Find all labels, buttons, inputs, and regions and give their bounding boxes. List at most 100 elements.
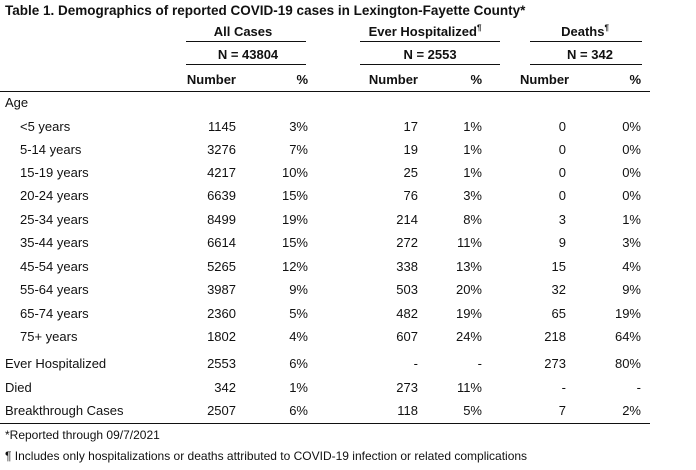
cell-hosp-number: 76 [403,188,418,203]
cell-deaths-pct: - [636,380,641,395]
cell-hosp-number: 272 [396,235,418,250]
cell-hosp-number: 482 [396,306,418,321]
cell-deaths-pct: 0% [622,142,641,157]
n-underline-ever-hospitalized [360,64,500,65]
cell-all-number: 6614 [207,235,236,250]
cell-deaths-number: 218 [544,329,566,344]
cell-hosp-number: 118 [397,403,418,418]
table-row: 35-44 years 6614 15% 272 11% 9 3% [0,231,696,254]
table-row: 25-34 years 8499 19% 214 8% 3 1% [0,208,696,231]
cell-hosp-number: 17 [403,119,418,134]
cell-all-number: 2553 [207,356,236,371]
cell-deaths-pct: 1% [622,212,641,227]
cell-deaths-number: 32 [551,282,566,297]
group-header-all-cases: All Cases [213,24,273,39]
cell-deaths-number: 65 [551,306,566,321]
cell-deaths-pct: 2% [622,403,641,418]
cell-deaths-pct: 0% [622,119,641,134]
n-underline-deaths [530,64,642,65]
cell-all-pct: 9% [289,282,308,297]
cell-deaths-number: 273 [544,356,566,371]
cell-deaths-pct: 64% [614,329,641,344]
cell-hosp-pct: 5% [463,403,482,418]
col-pct-hosp: % [470,72,482,87]
cell-all-pct: 6% [289,403,308,418]
row-label: 55-64 years [20,282,89,297]
group-underline-ever-hospitalized [360,41,500,42]
cell-deaths-number: 0 [558,142,566,157]
cell-all-number: 3276 [207,142,236,157]
cell-hosp-pct: 1% [463,119,482,134]
bottom-rule [0,423,650,424]
footnote-reported: *Reported through 09/7/2021 [5,428,160,442]
cell-deaths-number: 9 [558,235,566,250]
cell-hosp-number: 503 [396,282,418,297]
cell-all-pct: 1% [289,380,308,395]
cell-hosp-pct: 1% [463,142,482,157]
cell-hosp-pct: 20% [455,282,482,297]
cell-deaths-pct: 4% [622,259,641,274]
cell-hosp-number: 273 [396,380,418,395]
age-section-label: Age [5,95,29,110]
row-label: 25-34 years [20,212,89,227]
cell-hosp-pct: 13% [455,259,482,274]
cell-hosp-number: 214 [396,212,418,227]
col-pct-all: % [296,72,308,87]
cell-deaths-number: 3 [558,212,566,227]
cell-deaths-number: - [561,380,566,395]
cell-deaths-pct: 3% [622,235,641,250]
cell-hosp-number: 338 [396,259,418,274]
col-number-hosp: Number [368,72,418,87]
cell-hosp-pct: - [477,356,482,371]
cell-all-number: 8499 [207,212,236,227]
n-all-cases: N = 43804 [217,47,279,62]
row-label: <5 years [20,119,71,134]
table-title: Table 1. Demographics of reported COVID-… [5,3,526,18]
row-label: Breakthrough Cases [5,403,124,418]
header-rule [0,91,650,92]
cell-deaths-number: 0 [558,165,566,180]
table-row: <5 years 1145 3% 17 1% 0 0% [0,115,696,138]
cell-deaths-number: 0 [558,119,566,134]
table-row: 15-19 years 4217 10% 25 1% 0 0% [0,161,696,184]
n-ever-hospitalized: N = 2553 [403,47,457,62]
group-header-ever-hospitalized: Ever Hospitalized¶ [368,23,482,39]
col-pct-deaths: % [629,72,641,87]
table-row: 45-54 years 5265 12% 338 13% 15 4% [0,255,696,278]
n-underline-all-cases [186,64,306,65]
cell-all-number: 3987 [207,282,236,297]
group-header-deaths: Deaths¶ [561,23,609,39]
cell-hosp-pct: 1% [463,165,482,180]
cell-all-pct: 15% [281,235,308,250]
cell-deaths-number: 0 [558,188,566,203]
cell-deaths-number: 15 [551,259,566,274]
cell-all-pct: 19% [281,212,308,227]
table-row: 20-24 years 6639 15% 76 3% 0 0% [0,184,696,207]
cell-hosp-number: - [413,356,418,371]
table-row: 5-14 years 3276 7% 19 1% 0 0% [0,138,696,161]
cell-all-pct: 10% [281,165,308,180]
cell-all-pct: 7% [289,142,308,157]
row-label: 20-24 years [20,188,89,203]
row-label: 45-54 years [20,259,89,274]
cell-all-number: 2360 [207,306,236,321]
cell-deaths-pct: 0% [622,188,641,203]
row-label: 65-74 years [20,306,89,321]
cell-hosp-pct: 19% [455,306,482,321]
row-label: 15-19 years [20,165,89,180]
row-label: 75+ years [20,329,78,344]
cell-all-number: 1802 [207,329,236,344]
cell-deaths-pct: 19% [614,306,641,321]
cell-all-pct: 12% [281,259,308,274]
cell-deaths-pct: 9% [622,282,641,297]
summary-row-died: Died 342 1% 273 11% - - [0,376,696,399]
cell-hosp-pct: 11% [456,380,482,395]
cell-all-number: 2507 [207,403,236,418]
age-section-row: Age [0,91,696,114]
cell-all-number: 342 [214,380,236,395]
cell-deaths-pct: 0% [622,165,641,180]
cell-deaths-number: 7 [558,403,566,418]
cell-hosp-number: 25 [403,165,418,180]
cell-all-number: 6639 [207,188,236,203]
cell-hosp-number: 19 [403,142,418,157]
